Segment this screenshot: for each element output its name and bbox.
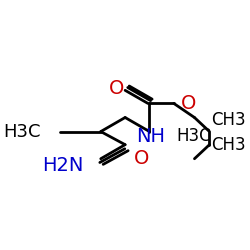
Text: H2N: H2N — [42, 156, 83, 175]
Text: O: O — [134, 149, 149, 168]
Text: O: O — [109, 79, 124, 98]
Text: O: O — [180, 94, 196, 113]
Text: CH3: CH3 — [211, 111, 246, 129]
Text: CH3: CH3 — [211, 136, 246, 154]
Text: H3C: H3C — [177, 127, 211, 145]
Text: NH: NH — [136, 127, 165, 146]
Text: H3C: H3C — [3, 122, 41, 140]
